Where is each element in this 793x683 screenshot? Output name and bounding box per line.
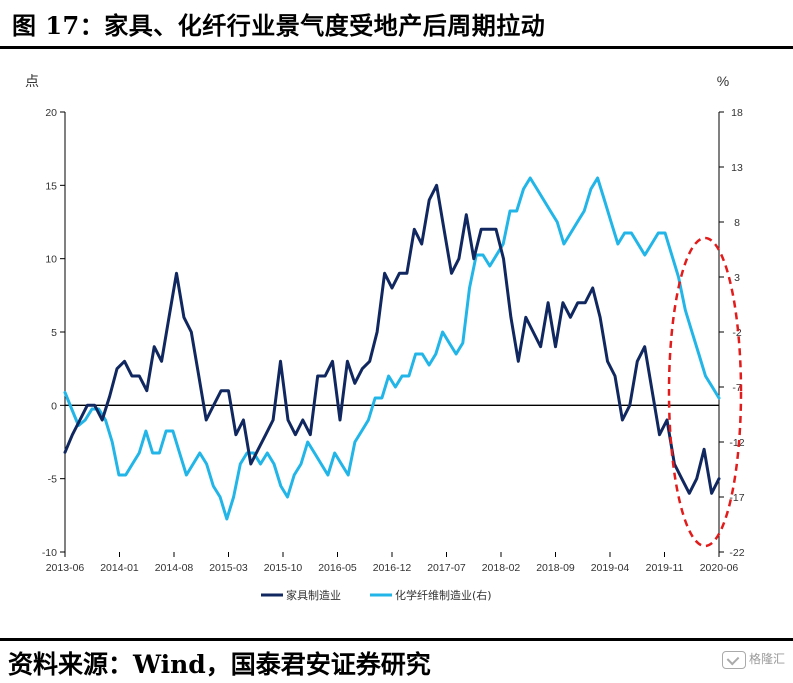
x-tick-label: 2015-03	[209, 562, 248, 574]
x-tick-label: 2015-10	[264, 562, 303, 574]
x-tick-label: 2019-11	[646, 562, 684, 574]
watermark: 格隆汇	[721, 650, 785, 669]
dual-axis-line-chart: 点 % -10 -5 0 5 10 15 20 -22 -17 -12 -7 -2 3 8 13 18 20…	[25, 73, 745, 602]
legend: 家具制造业 化学纤维制造业(右)	[261, 588, 492, 602]
legend-label-fiber: 化学纤维制造业(右)	[395, 588, 492, 602]
right-tick-label: -2	[732, 327, 741, 339]
x-tick-label: 2014-01	[100, 562, 139, 574]
left-tick-label: -5	[48, 474, 57, 486]
left-tick-label: 20	[45, 107, 57, 119]
x-tick-label: 2017-07	[427, 562, 466, 574]
right-axis-unit: %	[717, 73, 729, 89]
left-axis-unit: 点	[25, 73, 39, 89]
series-line-fiber	[63, 176, 721, 521]
right-tick-label: 3	[734, 272, 740, 284]
right-axis-ticks: -22 -17 -12 -7 -2 3 8 13 18	[719, 107, 745, 559]
right-tick-label: -7	[732, 382, 741, 394]
watermark-logo-icon	[721, 650, 746, 669]
left-tick-label: 5	[51, 327, 57, 339]
left-tick-label: 0	[51, 400, 57, 412]
x-axis-ticks: 2013-06 2014-01 2014-08 2015-03 2015-10 2016-…	[46, 552, 739, 574]
left-tick-label: 15	[45, 180, 57, 192]
x-tick-label: 2018-02	[482, 562, 521, 574]
x-tick-label: 2019-04	[591, 562, 630, 574]
right-tick-label: -12	[729, 437, 744, 449]
x-tick-label: 2014-08	[155, 562, 194, 574]
legend-label-furniture: 家具制造业	[286, 588, 341, 602]
x-tick-label: 2013-06	[46, 562, 85, 574]
title-rule	[0, 46, 793, 49]
right-tick-label: -17	[729, 492, 744, 504]
left-tick-label: -10	[42, 547, 57, 559]
highlight-ellipse	[667, 236, 743, 548]
right-tick-label: 13	[731, 162, 743, 174]
x-tick-label: 2020-06	[700, 562, 739, 574]
x-tick-label: 2018-09	[536, 562, 575, 574]
footer-rule	[0, 638, 793, 641]
x-tick-label: 2016-12	[373, 562, 412, 574]
right-tick-label: -22	[729, 547, 744, 559]
series-line-furniture	[63, 183, 721, 495]
left-tick-label: 10	[45, 254, 57, 266]
figure-title: 图 17：家具、化纤行业景气度受地产后周期拉动	[12, 11, 546, 40]
left-axis-ticks: -10 -5 0 5 10 15 20	[42, 107, 65, 559]
watermark-text: 格隆汇	[748, 652, 785, 666]
right-tick-label: 18	[731, 107, 743, 119]
source-note: 资料来源：Wind，国泰君安证券研究	[8, 650, 431, 679]
right-tick-label: 8	[734, 217, 740, 229]
x-tick-label: 2016-05	[318, 562, 357, 574]
